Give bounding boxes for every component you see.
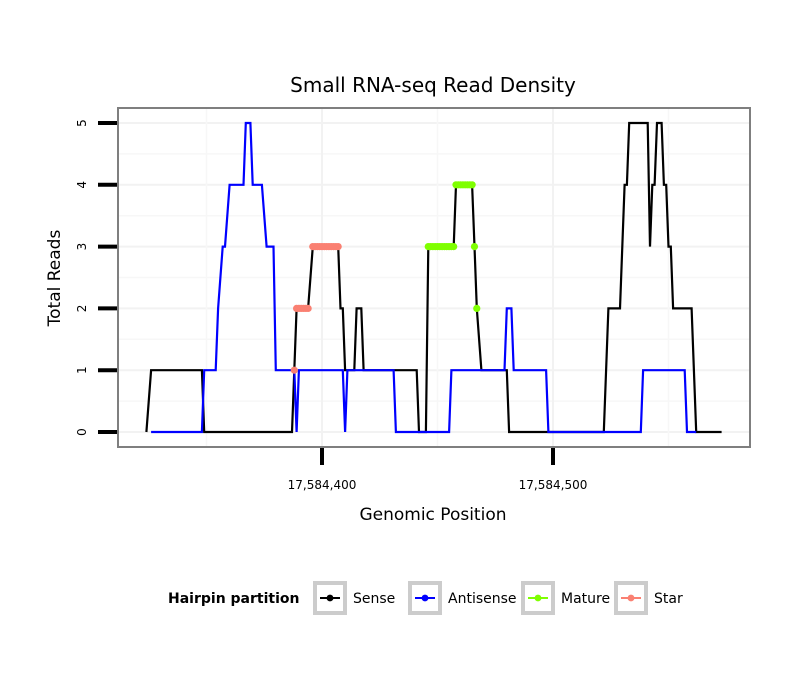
series-layer bbox=[145, 121, 722, 434]
y-tick-label: 4 bbox=[75, 181, 89, 189]
y-tick-label: 3 bbox=[75, 243, 89, 251]
plot-border bbox=[117, 107, 751, 448]
legend-label-mature: Mature bbox=[561, 591, 610, 607]
legend-label-star: Star bbox=[654, 591, 683, 607]
series-antisense bbox=[151, 121, 697, 434]
legend-label-sense: Sense bbox=[353, 591, 395, 607]
legend-key-point bbox=[326, 594, 334, 602]
data-point-star bbox=[334, 243, 342, 251]
series-points-mature bbox=[424, 181, 481, 312]
data-point-mature bbox=[450, 243, 458, 251]
series-line-antisense bbox=[151, 121, 697, 434]
y-tick-label: 1 bbox=[75, 366, 89, 374]
data-point-star bbox=[290, 366, 298, 374]
y-tick-label: 5 bbox=[75, 119, 89, 127]
legend-label-antisense: Antisense bbox=[448, 591, 517, 607]
series-points-star bbox=[290, 243, 342, 374]
data-point-star bbox=[304, 304, 312, 312]
legend-title: Hairpin partition bbox=[168, 591, 299, 607]
data-point-mature bbox=[468, 181, 476, 189]
y-tick-label: 2 bbox=[75, 305, 89, 313]
data-point-mature bbox=[473, 304, 481, 312]
x-axis: 17,584,400 17,584,500 bbox=[288, 448, 588, 492]
y-tick-label: 0 bbox=[75, 428, 89, 436]
data-point-mature bbox=[470, 243, 479, 251]
legend-item-antisense: Antisense bbox=[408, 581, 517, 615]
plot-panel bbox=[117, 107, 751, 448]
y-axis-title: Total Reads bbox=[45, 230, 65, 328]
x-tick-label: 17,584,400 bbox=[288, 478, 357, 492]
x-tick-label: 17,584,500 bbox=[519, 478, 588, 492]
y-axis: 0 1 2 3 4 5 bbox=[75, 119, 117, 436]
legend-key-point bbox=[421, 594, 429, 602]
legend-item-sense: Sense bbox=[313, 581, 395, 615]
legend-key-point bbox=[534, 594, 542, 602]
x-axis-title: Genomic Position bbox=[359, 505, 506, 525]
chart-title: Small RNA-seq Read Density bbox=[290, 73, 576, 97]
legend-item-star: Star bbox=[614, 581, 683, 615]
legend: Hairpin partition Sense Antisense Mature St… bbox=[168, 581, 683, 615]
legend-item-mature: Mature bbox=[521, 581, 610, 615]
legend-key-point bbox=[627, 594, 635, 602]
